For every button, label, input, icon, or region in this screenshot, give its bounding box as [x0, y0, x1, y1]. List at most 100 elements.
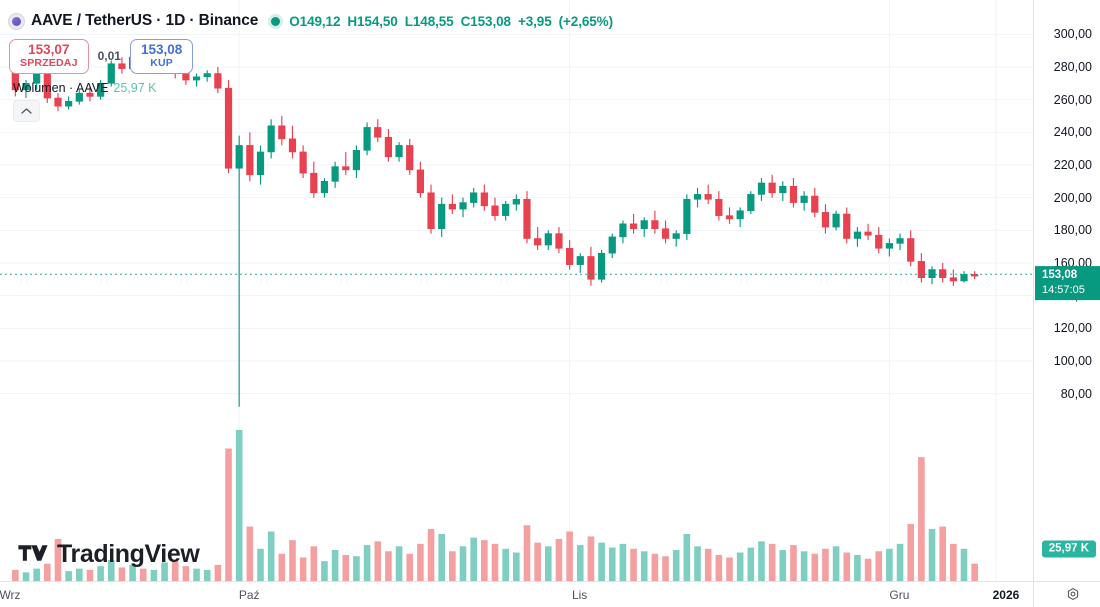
- volume-bar: [235, 429, 243, 581]
- volume-bar: [107, 559, 115, 581]
- price-scale[interactable]: 300,00 280,00 260,00 240,00 220,00 200,00 180,…: [1033, 0, 1100, 581]
- candle-body: [907, 238, 915, 262]
- volume-badge[interactable]: 25,97 K: [1041, 540, 1096, 558]
- candle-body: [107, 63, 115, 84]
- time-tick-label: Lis: [571, 588, 588, 602]
- candle-body: [470, 192, 478, 203]
- candle-body: [331, 166, 339, 182]
- candle-body: [896, 238, 904, 244]
- volume-bar: [481, 540, 488, 581]
- price-tick-label: 80,00: [1060, 386, 1092, 401]
- volume-bar: [555, 538, 563, 581]
- candle-body: [118, 63, 126, 69]
- volume-bar: [97, 566, 104, 581]
- volume-bar: [513, 552, 520, 581]
- price-tick-label: 220,00: [1053, 158, 1092, 172]
- volume-bar: [118, 567, 126, 581]
- sell-label: SPRZEDAJ: [20, 56, 78, 69]
- candle-body: [587, 256, 595, 280]
- volume-bar: [768, 543, 776, 581]
- volume-bar: [608, 547, 616, 581]
- last-price-badge[interactable]: 153,08 14:57:05: [1035, 266, 1100, 301]
- candle-body: [523, 199, 531, 239]
- volume-bar: [896, 543, 904, 581]
- volume-bar: [843, 552, 851, 581]
- price-tick-label: 300,00: [1053, 27, 1092, 42]
- buy-button[interactable]: 153,08 KUP: [129, 39, 194, 74]
- volume-bar: [214, 564, 222, 581]
- volume-bar: [225, 448, 232, 581]
- volume-bar: [54, 538, 62, 581]
- volume-bar: [694, 546, 701, 581]
- volume-bar: [438, 533, 446, 581]
- volume-bar: [331, 550, 339, 581]
- sell-button[interactable]: 153,07 SPRZEDAJ: [9, 39, 89, 74]
- candle-body: [885, 243, 893, 249]
- last-price-value: 153,08: [1042, 269, 1078, 282]
- volume-bar: [299, 557, 307, 581]
- candle-body: [534, 238, 542, 246]
- collapse-pane-button[interactable]: [13, 100, 40, 122]
- buy-label: KUP: [150, 56, 174, 69]
- volume-bar: [86, 569, 94, 581]
- volume-bar: [822, 548, 829, 581]
- volume-legend-title: Wolumen · AAVE: [13, 81, 109, 95]
- candle-body: [192, 76, 201, 81]
- candle-body: [203, 73, 211, 78]
- volume-bar: [566, 531, 573, 581]
- volume-bar: [65, 571, 72, 581]
- volume-bar: [203, 569, 211, 581]
- volume-bar: [758, 541, 765, 581]
- volume-legend-value: 25,97 K: [113, 81, 157, 95]
- candle-body: [406, 145, 414, 171]
- candle-body: [438, 203, 446, 229]
- volume-bar: [587, 536, 595, 581]
- candle-body: [235, 145, 243, 169]
- volume-bar: [363, 545, 371, 581]
- volume-bar: [33, 568, 40, 581]
- volume-bar: [246, 526, 254, 581]
- volume-bar: [598, 542, 605, 581]
- volume-bar: [44, 563, 51, 581]
- candle-body: [672, 233, 680, 239]
- candle-body: [661, 228, 670, 239]
- volume-bar: [534, 542, 541, 581]
- time-tick-label: Wrz: [0, 588, 21, 602]
- volume-bar: [459, 546, 467, 581]
- volume-bar: [257, 548, 264, 581]
- volume-bar: [854, 554, 861, 581]
- candle-body: [566, 248, 574, 265]
- price-tick-label: 240,00: [1053, 125, 1092, 140]
- candle-body: [757, 182, 766, 195]
- candle-body: [949, 277, 957, 282]
- gear-icon[interactable]: [1065, 587, 1081, 603]
- candle-body: [512, 199, 520, 205]
- candle-body: [384, 136, 393, 158]
- price-tick-label: 120,00: [1053, 321, 1092, 336]
- volume-legend[interactable]: Wolumen · AAVE 25,97 K: [13, 81, 157, 95]
- volume-bar: [161, 562, 168, 581]
- chart-canvas[interactable]: [0, 0, 1033, 581]
- time-tick-label: Paź: [238, 588, 260, 602]
- candle-body: [54, 97, 62, 107]
- volume-bar: [385, 551, 392, 581]
- volume-bar: [800, 551, 808, 581]
- candle-body: [576, 256, 584, 265]
- price-tick-label: 180,00: [1053, 223, 1092, 238]
- candle-body: [395, 145, 403, 158]
- candle-body: [65, 101, 73, 107]
- time-scale[interactable]: Wrz Paź Lis Gru 2026: [0, 581, 1100, 607]
- candle-body: [811, 195, 819, 213]
- candle-body: [97, 83, 105, 97]
- candle-body: [704, 194, 712, 200]
- candle-body: [725, 215, 734, 220]
- candle-body: [352, 150, 361, 171]
- candle-body: [320, 181, 329, 194]
- chart-plot-area[interactable]: [0, 0, 1033, 581]
- candle-body: [971, 274, 979, 277]
- candle-body: [502, 203, 510, 216]
- candle-body: [768, 182, 776, 194]
- volume-bar: [832, 546, 840, 581]
- candle-body: [843, 213, 851, 239]
- volume-bar: [918, 457, 925, 581]
